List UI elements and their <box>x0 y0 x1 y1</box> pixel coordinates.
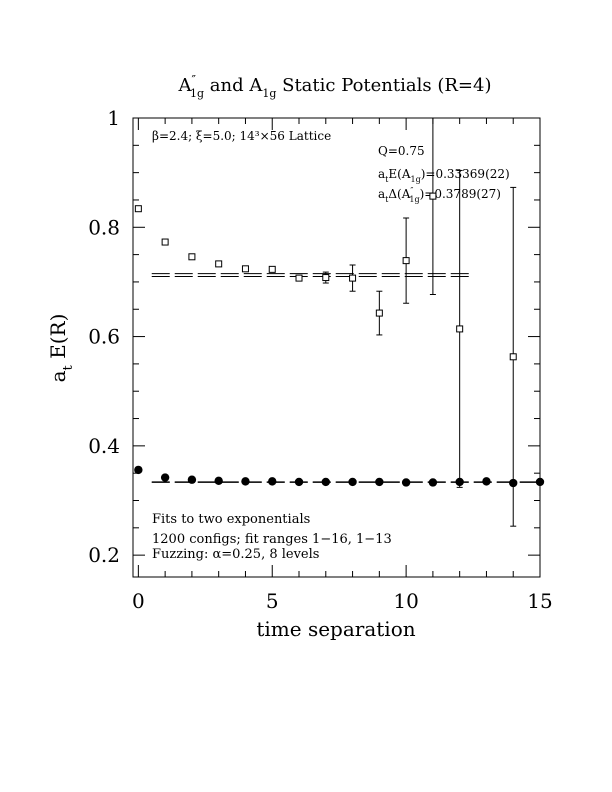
fit-lines <box>151 273 540 483</box>
filled-circle-point <box>187 475 197 484</box>
open-square-point <box>215 260 223 268</box>
filled-circle-point <box>268 477 277 486</box>
fits-annotation: Fits to two exponentials <box>152 512 310 527</box>
plot-frame <box>132 117 541 578</box>
filled-circle-point <box>214 476 223 486</box>
energy-annotation: atE(A1g)=0.33369(22) <box>378 167 510 184</box>
open-square-point <box>349 274 357 282</box>
filled-circle-point <box>241 477 250 486</box>
y-axis-label: at E(R) <box>46 314 76 383</box>
fuzzing-annotation: Fuzzing: α=0.25, 8 levels <box>152 547 319 562</box>
x-axis-label: time separation <box>256 617 415 641</box>
filled-circle-point <box>509 478 518 488</box>
filled-circle-point <box>455 477 464 487</box>
y-tick-label: 1 <box>107 106 120 130</box>
x-tick-labels: 0 5 10 15 <box>132 589 553 613</box>
lattice-annotation: β=2.4; ξ=5.0; 14³×56 Lattice <box>152 129 331 143</box>
x-tick-label: 10 <box>393 589 418 613</box>
open-square-point <box>375 309 383 317</box>
y-tick-label: 0.2 <box>88 543 120 567</box>
open-square-point <box>322 274 330 282</box>
data-markers <box>134 192 545 488</box>
filled-circle-point <box>375 477 384 487</box>
filled-circle-point <box>160 473 170 482</box>
delta-annotation: atΔ(A″ 1g)=0.3789(27) <box>378 186 501 204</box>
filled-circle-point <box>535 477 545 487</box>
filled-circle-point <box>348 477 357 487</box>
y-tick-label: 0.6 <box>88 325 120 349</box>
filled-circle-point <box>321 477 330 487</box>
y-tick-labels: 0.2 0.4 0.6 0.8 1 <box>88 106 120 567</box>
open-square-point <box>188 253 196 261</box>
x-tick-label: 0 <box>132 589 145 613</box>
filled-circle-point <box>294 477 304 487</box>
open-square-point <box>456 325 464 333</box>
configs-annotation: 1200 configs; fit ranges 1−16, 1−13 <box>152 532 392 547</box>
open-square-point <box>429 192 437 200</box>
x-tick-label: 15 <box>527 589 552 613</box>
open-square-point <box>295 274 303 282</box>
open-square-point <box>509 353 517 361</box>
y-tick-label: 0.4 <box>88 434 120 458</box>
filled-circle-point <box>482 477 491 486</box>
q-annotation: Q=0.75 <box>378 144 425 158</box>
y-tick-label: 0.8 <box>88 215 120 239</box>
chart-title: A″ 1g and A1g Static Potentials (R=4) <box>178 73 492 100</box>
open-square-point <box>161 238 169 246</box>
open-square-point <box>241 265 249 273</box>
open-square-point <box>268 265 276 273</box>
filled-circle-point <box>401 478 411 487</box>
x-tick-label: 5 <box>266 589 279 613</box>
filled-circle-point <box>134 465 143 475</box>
axis-ticks <box>133 117 541 577</box>
open-square-point <box>402 257 410 265</box>
filled-circle-point <box>428 478 438 487</box>
open-square-point <box>134 205 142 213</box>
